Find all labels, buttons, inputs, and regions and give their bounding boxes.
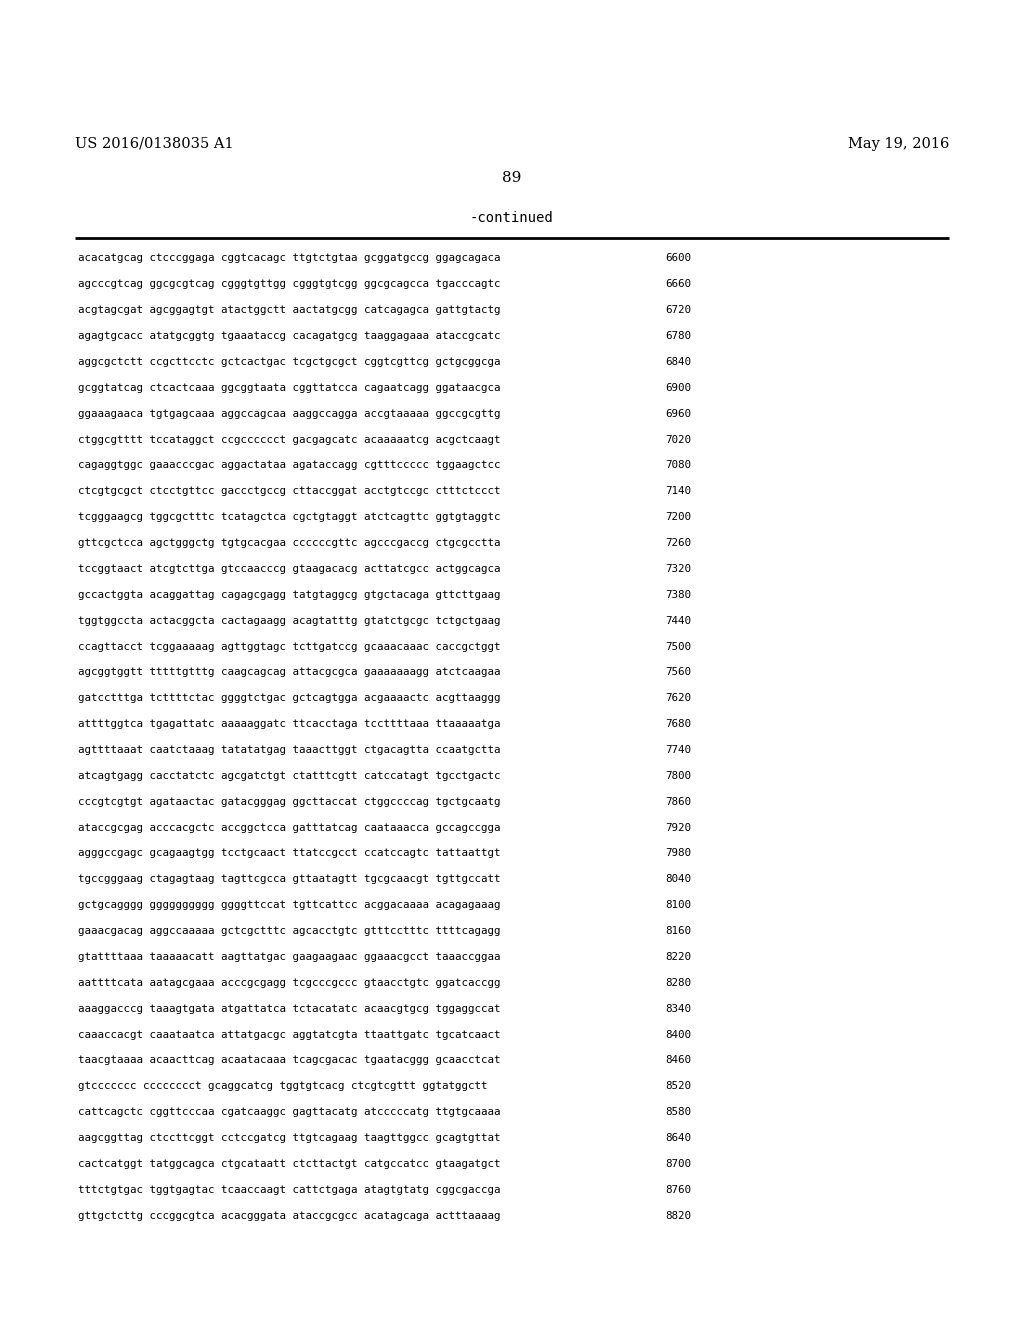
Text: aagcggttag ctccttcggt cctccgatcg ttgtcagaag taagttggcc gcagtgttat: aagcggttag ctccttcggt cctccgatcg ttgtcag…	[78, 1133, 501, 1143]
Text: 7560: 7560	[665, 668, 691, 677]
Text: 89: 89	[503, 172, 521, 185]
Text: 7440: 7440	[665, 615, 691, 626]
Text: 7140: 7140	[665, 486, 691, 496]
Text: gaaacgacag aggccaaaaa gctcgctttc agcacctgtc gtttcctttc ttttcagagg: gaaacgacag aggccaaaaa gctcgctttc agcacct…	[78, 927, 501, 936]
Text: 7500: 7500	[665, 642, 691, 652]
Text: attttggtca tgagattatc aaaaaggatc ttcacctaga tccttttaaa ttaaaaatga: attttggtca tgagattatc aaaaaggatc ttcacct…	[78, 719, 501, 729]
Text: cagaggtggc gaaacccgac aggactataa agataccagg cgtttccccc tggaagctcc: cagaggtggc gaaacccgac aggactataa agatacc…	[78, 461, 501, 470]
Text: 6960: 6960	[665, 409, 691, 418]
Text: agttttaaat caatctaaag tatatatgag taaacttggt ctgacagtta ccaatgctta: agttttaaat caatctaaag tatatatgag taaactt…	[78, 744, 501, 755]
Text: 8280: 8280	[665, 978, 691, 987]
Text: 7380: 7380	[665, 590, 691, 599]
Text: 7740: 7740	[665, 744, 691, 755]
Text: 7680: 7680	[665, 719, 691, 729]
Text: gcggtatcag ctcactcaaa ggcggtaata cggttatcca cagaatcagg ggataacgca: gcggtatcag ctcactcaaa ggcggtaata cggttat…	[78, 383, 501, 393]
Text: tccggtaact atcgtcttga gtccaacccg gtaagacacg acttatcgcc actggcagca: tccggtaact atcgtcttga gtccaacccg gtaagac…	[78, 564, 501, 574]
Text: gatcctttga tcttttctac ggggtctgac gctcagtgga acgaaaactc acgttaaggg: gatcctttga tcttttctac ggggtctgac gctcagt…	[78, 693, 501, 704]
Text: acgtagcgat agcggagtgt atactggctt aactatgcgg catcagagca gattgtactg: acgtagcgat agcggagtgt atactggctt aactatg…	[78, 305, 501, 315]
Text: tggtggccta actacggcta cactagaagg acagtatttg gtatctgcgc tctgctgaag: tggtggccta actacggcta cactagaagg acagtat…	[78, 615, 501, 626]
Text: 7980: 7980	[665, 849, 691, 858]
Text: cccgtcgtgt agataactac gatacgggag ggcttaccat ctggccccag tgctgcaatg: cccgtcgtgt agataactac gatacgggag ggcttac…	[78, 797, 501, 807]
Text: 6900: 6900	[665, 383, 691, 393]
Text: tgccgggaag ctagagtaag tagttcgcca gttaatagtt tgcgcaacgt tgttgccatt: tgccgggaag ctagagtaag tagttcgcca gttaata…	[78, 874, 501, 884]
Text: 6780: 6780	[665, 331, 691, 341]
Text: 6840: 6840	[665, 356, 691, 367]
Text: 7620: 7620	[665, 693, 691, 704]
Text: aaaggacccg taaagtgata atgattatca tctacatatc acaacgtgcg tggaggccat: aaaggacccg taaagtgata atgattatca tctacat…	[78, 1003, 501, 1014]
Text: aggcgctctt ccgcttcctc gctcactgac tcgctgcgct cggtcgttcg gctgcggcga: aggcgctctt ccgcttcctc gctcactgac tcgctgc…	[78, 356, 501, 367]
Text: gctgcagggg gggggggggg ggggttccat tgttcattcc acggacaaaa acagagaaag: gctgcagggg gggggggggg ggggttccat tgttcat…	[78, 900, 501, 911]
Text: 8400: 8400	[665, 1030, 691, 1040]
Text: ggaaagaaca tgtgagcaaa aggccagcaa aaggccagga accgtaaaaa ggccgcgttg: ggaaagaaca tgtgagcaaa aggccagcaa aaggcca…	[78, 409, 501, 418]
Text: 7320: 7320	[665, 564, 691, 574]
Text: 7080: 7080	[665, 461, 691, 470]
Text: agcggtggtt tttttgtttg caagcagcag attacgcgca gaaaaaaagg atctcaagaa: agcggtggtt tttttgtttg caagcagcag attacgc…	[78, 668, 501, 677]
Text: gtccccccc cccccccct gcaggcatcg tggtgtcacg ctcgtcgttt ggtatggctt: gtccccccc cccccccct gcaggcatcg tggtgtcac…	[78, 1081, 487, 1092]
Text: ctcgtgcgct ctcctgttcc gaccctgccg cttaccggat acctgtccgc ctttctccct: ctcgtgcgct ctcctgttcc gaccctgccg cttaccg…	[78, 486, 501, 496]
Text: ctggcgtttt tccataggct ccgcccccct gacgagcatc acaaaaatcg acgctcaagt: ctggcgtttt tccataggct ccgcccccct gacgagc…	[78, 434, 501, 445]
Text: atcagtgagg cacctatctc agcgatctgt ctatttcgtt catccatagt tgcctgactc: atcagtgagg cacctatctc agcgatctgt ctatttc…	[78, 771, 501, 781]
Text: agagtgcacc atatgcggtg tgaaataccg cacagatgcg taaggagaaa ataccgcatc: agagtgcacc atatgcggtg tgaaataccg cacagat…	[78, 331, 501, 341]
Text: 8520: 8520	[665, 1081, 691, 1092]
Text: gttcgctcca agctgggctg tgtgcacgaa ccccccgttc agcccgaccg ctgcgcctta: gttcgctcca agctgggctg tgtgcacgaa ccccccg…	[78, 539, 501, 548]
Text: 6600: 6600	[665, 253, 691, 264]
Text: 7260: 7260	[665, 539, 691, 548]
Text: 7200: 7200	[665, 512, 691, 523]
Text: agcccgtcag ggcgcgtcag cgggtgttgg cgggtgtcgg ggcgcagcca tgacccagtc: agcccgtcag ggcgcgtcag cgggtgttgg cgggtgt…	[78, 280, 501, 289]
Text: May 19, 2016: May 19, 2016	[848, 137, 949, 150]
Text: 6660: 6660	[665, 280, 691, 289]
Text: gtattttaaa taaaaacatt aagttatgac gaagaagaac ggaaacgcct taaaccggaa: gtattttaaa taaaaacatt aagttatgac gaagaag…	[78, 952, 501, 962]
Text: -continued: -continued	[470, 211, 554, 224]
Text: 8100: 8100	[665, 900, 691, 911]
Text: gccactggta acaggattag cagagcgagg tatgtaggcg gtgctacaga gttcttgaag: gccactggta acaggattag cagagcgagg tatgtag…	[78, 590, 501, 599]
Text: 8040: 8040	[665, 874, 691, 884]
Text: agggccgagc gcagaagtgg tcctgcaact ttatccgcct ccatccagtc tattaattgt: agggccgagc gcagaagtgg tcctgcaact ttatccg…	[78, 849, 501, 858]
Text: 6720: 6720	[665, 305, 691, 315]
Text: aattttcata aatagcgaaa acccgcgagg tcgcccgccc gtaacctgtc ggatcaccgg: aattttcata aatagcgaaa acccgcgagg tcgcccg…	[78, 978, 501, 987]
Text: 8460: 8460	[665, 1056, 691, 1065]
Text: 8220: 8220	[665, 952, 691, 962]
Text: tttctgtgac tggtgagtac tcaaccaagt cattctgaga atagtgtatg cggcgaccga: tttctgtgac tggtgagtac tcaaccaagt cattctg…	[78, 1185, 501, 1195]
Text: 7800: 7800	[665, 771, 691, 781]
Text: 7020: 7020	[665, 434, 691, 445]
Text: tcgggaagcg tggcgctttc tcatagctca cgctgtaggt atctcagttc ggtgtaggtc: tcgggaagcg tggcgctttc tcatagctca cgctgta…	[78, 512, 501, 523]
Text: taacgtaaaa acaacttcag acaatacaaa tcagcgacac tgaatacggg gcaacctcat: taacgtaaaa acaacttcag acaatacaaa tcagcga…	[78, 1056, 501, 1065]
Text: gttgctcttg cccggcgtca acacgggata ataccgcgcc acatagcaga actttaaaag: gttgctcttg cccggcgtca acacgggata ataccgc…	[78, 1210, 501, 1221]
Text: 8820: 8820	[665, 1210, 691, 1221]
Text: US 2016/0138035 A1: US 2016/0138035 A1	[75, 137, 233, 150]
Text: 8640: 8640	[665, 1133, 691, 1143]
Text: cactcatggt tatggcagca ctgcataatt ctcttactgt catgccatcc gtaagatgct: cactcatggt tatggcagca ctgcataatt ctcttac…	[78, 1159, 501, 1170]
Text: 7920: 7920	[665, 822, 691, 833]
Text: 8580: 8580	[665, 1107, 691, 1117]
Text: caaaccacgt caaataatca attatgacgc aggtatcgta ttaattgatc tgcatcaact: caaaccacgt caaataatca attatgacgc aggtatc…	[78, 1030, 501, 1040]
Text: 7860: 7860	[665, 797, 691, 807]
Text: 8340: 8340	[665, 1003, 691, 1014]
Text: ataccgcgag acccacgctc accggctcca gatttatcag caataaacca gccagccgga: ataccgcgag acccacgctc accggctcca gatttat…	[78, 822, 501, 833]
Text: 8160: 8160	[665, 927, 691, 936]
Text: ccagttacct tcggaaaaag agttggtagc tcttgatccg gcaaacaaac caccgctggt: ccagttacct tcggaaaaag agttggtagc tcttgat…	[78, 642, 501, 652]
Text: acacatgcag ctcccggaga cggtcacagc ttgtctgtaa gcggatgccg ggagcagaca: acacatgcag ctcccggaga cggtcacagc ttgtctg…	[78, 253, 501, 264]
Text: cattcagctc cggttcccaa cgatcaaggc gagttacatg atcccccatg ttgtgcaaaa: cattcagctc cggttcccaa cgatcaaggc gagttac…	[78, 1107, 501, 1117]
Text: 8700: 8700	[665, 1159, 691, 1170]
Text: 8760: 8760	[665, 1185, 691, 1195]
